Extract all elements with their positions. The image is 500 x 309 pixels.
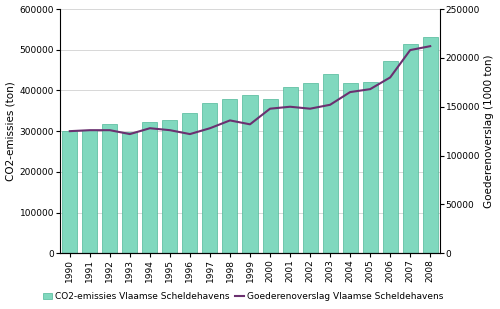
Bar [282, 87, 298, 253]
Bar [82, 130, 98, 253]
Bar [242, 95, 258, 253]
Bar [382, 61, 398, 253]
Bar [182, 113, 198, 253]
Bar [302, 83, 318, 253]
Bar [362, 82, 378, 253]
Bar [222, 99, 238, 253]
Bar [202, 104, 218, 253]
Bar [102, 124, 118, 253]
Bar [322, 74, 338, 253]
Y-axis label: Goederenoverslag (1000 ton): Goederenoverslag (1000 ton) [484, 54, 494, 208]
Bar [342, 83, 357, 253]
Legend: CO2-emissies Vlaamse Scheldehavens, Goederenoverslag Vlaamse Scheldehavens: CO2-emissies Vlaamse Scheldehavens, Goed… [40, 288, 446, 304]
Bar [422, 37, 438, 253]
Bar [142, 122, 158, 253]
Bar [162, 120, 178, 253]
Bar [62, 131, 78, 253]
Y-axis label: CO2-emissies (ton): CO2-emissies (ton) [6, 81, 16, 181]
Bar [262, 99, 278, 253]
Bar [122, 132, 138, 253]
Bar [402, 44, 417, 253]
